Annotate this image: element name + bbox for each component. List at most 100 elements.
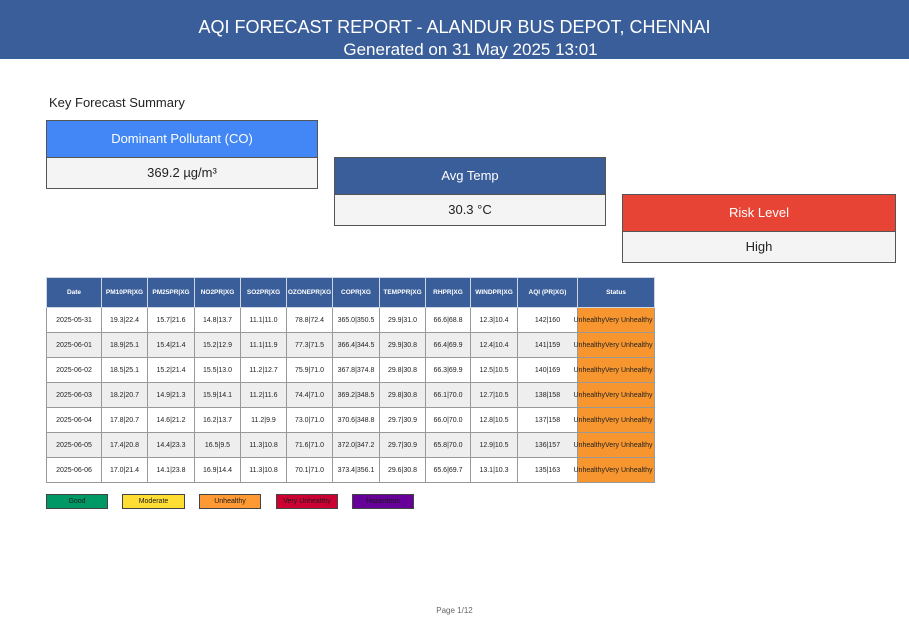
table-row: 2025-06-03 18.2|20.7 14.9|21.3 15.9|14.1 11.… <box>46 382 655 408</box>
table-cell: 17.4|20.8 <box>101 432 148 458</box>
legend-hazardous: Hazardous <box>352 494 414 509</box>
table-cell: 137|158 <box>517 407 578 433</box>
table-cell: 19.3|22.4 <box>101 307 148 333</box>
table-cell: 13.1|10.3 <box>470 457 518 483</box>
table-cell: 16.5|9.5 <box>194 432 241 458</box>
table-row: 2025-05-31 19.3|22.4 15.7|21.6 14.8|13.7 11.… <box>46 307 655 333</box>
table-cell: 372.0|347.2 <box>332 432 380 458</box>
status-cell: UnhealthyVery Unhealthy <box>574 407 655 433</box>
table-cell: 369.2|348.5 <box>332 382 380 408</box>
table-cell: 66.1|70.0 <box>425 382 471 408</box>
table-cell: 370.6|348.8 <box>332 407 380 433</box>
table-cell: 366.4|344.5 <box>332 332 380 358</box>
table-cell: 12.8|10.5 <box>470 407 518 433</box>
table-cell: 71.6|71.0 <box>286 432 333 458</box>
table-cell: 29.7|30.9 <box>379 407 426 433</box>
table-cell: 141|159 <box>517 332 578 358</box>
status-cell: UnhealthyVery Unhealthy <box>574 307 655 333</box>
status-text: UnhealthyVery Unhealthy <box>573 466 653 474</box>
legend-moderate: Moderate <box>122 494 185 509</box>
legend-good: Good <box>46 494 108 509</box>
table-cell: 142|160 <box>517 307 578 333</box>
table-cell: 77.3|71.5 <box>286 332 333 358</box>
table-cell: 12.9|10.5 <box>470 432 518 458</box>
table-cell: 2025-06-04 <box>46 407 102 433</box>
table-cell: 14.6|21.2 <box>147 407 195 433</box>
card-label: Dominant Pollutant (CO) <box>47 121 317 157</box>
table-cell: 14.8|13.7 <box>194 307 241 333</box>
column-header: TEMPPR|XG <box>379 277 426 308</box>
table-cell: 66.0|70.0 <box>425 407 471 433</box>
table-cell: 17.8|20.7 <box>101 407 148 433</box>
column-header: Date <box>46 277 102 308</box>
table-cell: 135|163 <box>517 457 578 483</box>
table-cell: 70.1|71.0 <box>286 457 333 483</box>
legend-unhealthy: Unhealthy <box>199 494 261 509</box>
legend-very-unhealthy: Very Unhealthy <box>276 494 338 509</box>
table-cell: 15.5|13.0 <box>194 357 241 383</box>
status-cell: UnhealthyVery Unhealthy <box>574 382 655 408</box>
table-cell: 11.2|12.7 <box>240 357 287 383</box>
column-header: WINDPR|XG <box>470 277 518 308</box>
table-cell: 367.8|374.8 <box>332 357 380 383</box>
table-cell: 16.9|14.4 <box>194 457 241 483</box>
status-cell: UnhealthyVery Unhealthy <box>574 457 655 483</box>
table-cell: 2025-05-31 <box>46 307 102 333</box>
table-cell: 65.6|69.7 <box>425 457 471 483</box>
table-cell: 11.2|11.6 <box>240 382 287 408</box>
table-cell: 15.4|21.4 <box>147 332 195 358</box>
table-cell: 12.4|10.4 <box>470 332 518 358</box>
column-header: RHPR|XG <box>425 277 471 308</box>
table-cell: 2025-06-03 <box>46 382 102 408</box>
table-cell: 66.4|69.9 <box>425 332 471 358</box>
table-cell: 29.6|30.8 <box>379 457 426 483</box>
status-text: UnhealthyVery Unhealthy <box>573 441 653 449</box>
table-cell: 11.3|10.8 <box>240 432 287 458</box>
status-text: UnhealthyVery Unhealthy <box>573 416 653 424</box>
column-header: NO2PR|XG <box>194 277 241 308</box>
table-cell: 66.6|68.8 <box>425 307 471 333</box>
table-cell: 15.2|12.9 <box>194 332 241 358</box>
status-cell: UnhealthyVery Unhealthy <box>574 432 655 458</box>
avg-temp-card: Avg Temp 30.3 °C <box>334 157 606 226</box>
table-cell: 138|158 <box>517 382 578 408</box>
table-row: 2025-06-02 18.5|25.1 15.2|21.4 15.5|13.0 11.… <box>46 357 655 383</box>
table-header-row: Date PM10PR|XG PM25PR|XG NO2PR|XG SO2PR|XG OZ… <box>46 277 655 308</box>
status-text: UnhealthyVery Unhealthy <box>573 316 653 324</box>
table-cell: 18.5|25.1 <box>101 357 148 383</box>
table-cell: 17.0|21.4 <box>101 457 148 483</box>
table-cell: 365.0|350.5 <box>332 307 380 333</box>
table-cell: 14.1|23.8 <box>147 457 195 483</box>
card-value: 369.2 µg/m³ <box>47 157 317 188</box>
column-header: PM25PR|XG <box>147 277 195 308</box>
card-label: Avg Temp <box>335 158 605 194</box>
table-cell: 11.2|9.9 <box>240 407 287 433</box>
table-cell: 73.0|71.0 <box>286 407 333 433</box>
table-cell: 29.9|30.8 <box>379 332 426 358</box>
dominant-pollutant-card: Dominant Pollutant (CO) 369.2 µg/m³ <box>46 120 318 189</box>
table-cell: 140|169 <box>517 357 578 383</box>
column-header: COPR|XG <box>332 277 380 308</box>
table-cell: 75.9|71.0 <box>286 357 333 383</box>
table-cell: 29.7|30.9 <box>379 432 426 458</box>
risk-level-card: Risk Level High <box>622 194 896 263</box>
table-cell: 2025-06-06 <box>46 457 102 483</box>
column-header: Status <box>577 277 655 308</box>
status-cell: UnhealthyVery Unhealthy <box>574 357 655 383</box>
table-row: 2025-06-06 17.0|21.4 14.1|23.8 16.9|14.4 11.… <box>46 457 655 483</box>
card-value: High <box>623 231 895 262</box>
table-cell: 15.2|21.4 <box>147 357 195 383</box>
status-cell: UnhealthyVery Unhealthy <box>574 332 655 358</box>
column-header: PM10PR|XG <box>101 277 148 308</box>
table-cell: 74.4|71.0 <box>286 382 333 408</box>
table-cell: 11.1|11.0 <box>240 307 287 333</box>
card-label: Risk Level <box>623 195 895 231</box>
table-cell: 14.9|21.3 <box>147 382 195 408</box>
table-cell: 66.3|69.9 <box>425 357 471 383</box>
table-row: 2025-06-04 17.8|20.7 14.6|21.2 16.2|13.7 11.… <box>46 407 655 433</box>
table-cell: 12.3|10.4 <box>470 307 518 333</box>
page-number: Page 1/12 <box>436 606 473 615</box>
table-cell: 14.4|23.3 <box>147 432 195 458</box>
table-cell: 2025-06-05 <box>46 432 102 458</box>
table-cell: 29.8|30.8 <box>379 382 426 408</box>
